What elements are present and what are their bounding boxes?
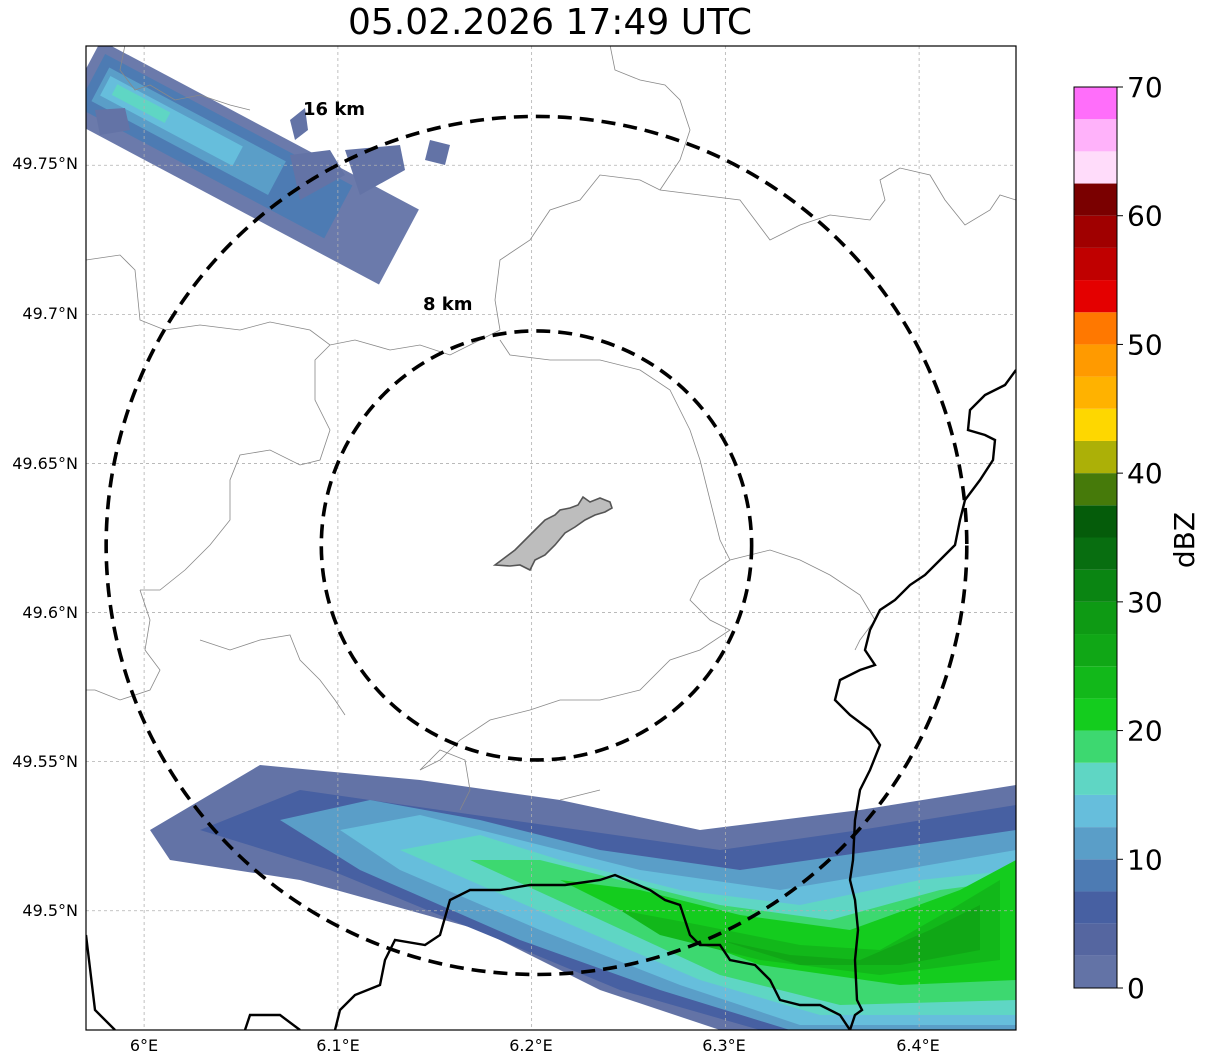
colorbar-frame xyxy=(1073,86,1118,989)
lat-tick-label: 49.65°N xyxy=(12,454,78,473)
colorbar-swatch xyxy=(1074,537,1117,570)
colorbar-tick-label: 50 xyxy=(1127,328,1163,361)
lon-tick-labels: 6°E 6.1°E 6.2°E 6.3°E 6.4°E xyxy=(130,1036,940,1055)
lat-tick-label: 49.55°N xyxy=(12,752,78,771)
colorbar-swatch xyxy=(1074,923,1117,956)
radar-echo-band-northwest xyxy=(86,46,419,285)
range-rings xyxy=(104,114,969,977)
colorbar-swatch xyxy=(1074,408,1117,441)
lon-tick-label: 6.3°E xyxy=(702,1036,746,1055)
lon-tick-label: 6°E xyxy=(130,1036,158,1055)
colorbar-swatch xyxy=(1074,666,1117,699)
colorbar-tick-label: 10 xyxy=(1127,843,1163,876)
map-panel[interactable]: 16 km 8 km xyxy=(61,40,1017,1031)
lat-tick-label: 49.6°N xyxy=(22,603,78,622)
colorbar: 0 10 20 30 40 50 60 70 dBZ xyxy=(1073,71,1201,1005)
colorbar-tick-label: 0 xyxy=(1127,972,1145,1005)
colorbar-swatch xyxy=(1074,762,1117,795)
colorbar-swatch xyxy=(1074,827,1117,860)
colorbar-ticks: 0 10 20 30 40 50 60 70 xyxy=(1117,71,1163,1005)
colorbar-tick-label: 40 xyxy=(1127,457,1163,490)
map-gridlines xyxy=(86,46,1016,1030)
colorbar-swatch xyxy=(1074,601,1117,635)
colorbar-swatch xyxy=(1074,344,1117,377)
colorbar-tick-label: 60 xyxy=(1127,200,1163,233)
colorbar-swatch xyxy=(1074,151,1117,184)
colorbar-swatch xyxy=(1074,891,1117,924)
colorbar-swatch xyxy=(1074,440,1117,474)
colorbar-swatch xyxy=(1074,859,1117,892)
range-ring-label-16km: 16 km xyxy=(303,99,365,120)
colorbar-swatch xyxy=(1074,634,1117,667)
colorbar-swatch xyxy=(1074,280,1117,313)
lat-tick-labels: 49.75°N 49.7°N 49.65°N 49.6°N 49.55°N 49… xyxy=(12,154,78,920)
lat-tick-label: 49.7°N xyxy=(22,304,78,323)
colorbar-swatch xyxy=(1074,473,1117,506)
range-ring-16km xyxy=(104,114,969,977)
lat-tick-label: 49.5°N xyxy=(22,901,78,920)
range-ring-8km xyxy=(319,329,754,762)
colorbar-swatch xyxy=(1074,247,1117,281)
map-title: 05.02.2026 17:49 UTC xyxy=(347,2,753,43)
colorbar-label: dBZ xyxy=(1168,512,1201,568)
lon-tick-label: 6.2°E xyxy=(509,1036,553,1055)
range-ring-label-8km: 8 km xyxy=(423,294,473,315)
colorbar-swatch xyxy=(1074,119,1117,152)
colorbar-tick-label: 70 xyxy=(1127,71,1163,104)
lon-tick-label: 6.1°E xyxy=(316,1036,360,1055)
colorbar-swatch xyxy=(1074,794,1117,828)
colorbar-swatch xyxy=(1074,505,1117,538)
map-frame xyxy=(85,45,1017,1031)
radar-echo-band-south xyxy=(150,765,1016,1030)
colorbar-swatch xyxy=(1074,183,1117,216)
colorbar-swatches xyxy=(1074,87,1117,988)
colorbar-swatch xyxy=(1074,730,1117,763)
radar-site-area xyxy=(492,495,613,572)
colorbar-swatch xyxy=(1074,569,1117,602)
lon-tick-label: 6.4°E xyxy=(896,1036,940,1055)
colorbar-swatch xyxy=(1074,215,1117,248)
colorbar-swatch xyxy=(1074,312,1117,345)
colorbar-tick-label: 20 xyxy=(1127,715,1163,748)
colorbar-swatch xyxy=(1074,955,1117,988)
colorbar-swatch xyxy=(1074,87,1117,120)
lat-tick-label: 49.75°N xyxy=(12,154,78,173)
colorbar-swatch xyxy=(1074,698,1117,731)
national-border xyxy=(86,369,1016,1030)
colorbar-tick-label: 30 xyxy=(1127,586,1163,619)
colorbar-swatch xyxy=(1074,376,1117,409)
municipal-boundaries xyxy=(86,46,1016,811)
